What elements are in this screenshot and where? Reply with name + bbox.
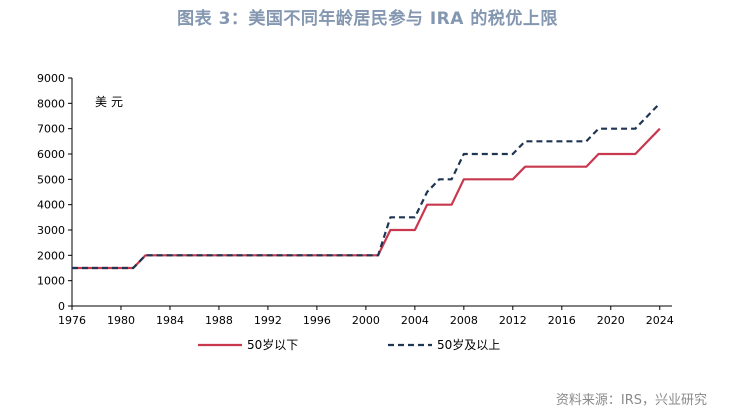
x-tick-label: 2000 [352,314,380,327]
x-tick-label: 2020 [597,314,625,327]
y-tick-label: 1000 [37,275,65,288]
chart-series [72,102,661,270]
x-tick-label: 2004 [401,314,429,327]
y-tick-label: 2000 [37,249,65,262]
y-tick-label: 0 [58,300,65,313]
y-tick-label: 7000 [37,123,65,136]
chart-title: 图表 3：美国不同年龄居民参与 IRA 的税优上限 [177,9,558,29]
x-tick-label: 1976 [58,314,86,327]
x-tick-label: 1996 [303,314,331,327]
y-tick-label: 9000 [37,72,65,85]
series-line-under-50 [72,127,661,270]
y-tick-label: 4000 [37,199,65,212]
legend-label: 50岁以下 [247,337,298,352]
source-note: 资料来源：IRS，兴业研究 [555,393,707,408]
x-tick-label: 1980 [107,314,135,327]
x-tick-label: 2016 [548,314,576,327]
chart-axes: 0 1000 2000 3000 4000 5000 6000 7000 8000 9000 197… [37,72,674,327]
series-line-50-and-over [72,102,661,270]
x-tick-label: 2008 [450,314,478,327]
unit-label: 美元 [95,95,127,109]
x-tick-label: 1988 [205,314,233,327]
x-tick-label: 2024 [646,314,674,327]
x-tick-label: 1992 [254,314,282,327]
x-tick-label: 1984 [156,314,184,327]
x-tick-label: 2012 [499,314,527,327]
y-tick-label: 3000 [37,224,65,237]
y-tick-label: 8000 [37,97,65,110]
y-tick-label: 5000 [37,173,65,186]
y-tick-label: 6000 [37,148,65,161]
chart-legend: 50岁以下 50岁及以上 [198,337,500,352]
legend-label: 50岁及以上 [437,337,500,352]
